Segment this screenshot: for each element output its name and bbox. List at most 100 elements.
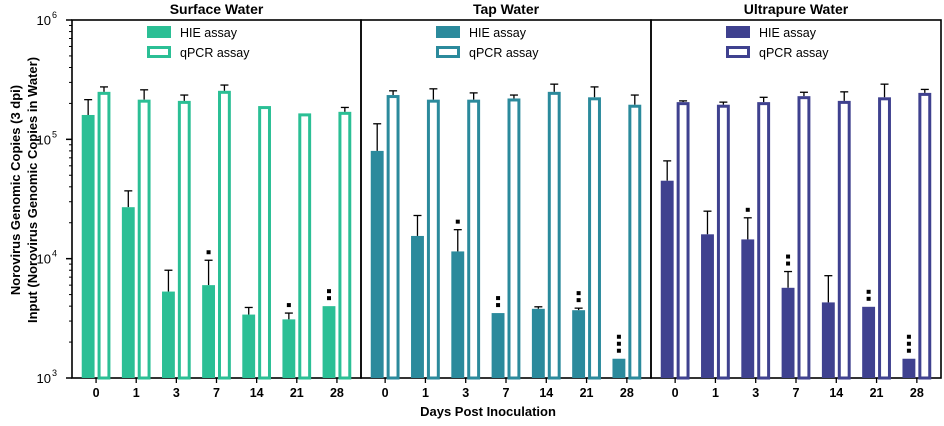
- significance-mark: [206, 250, 211, 255]
- significance-mark: [906, 341, 911, 346]
- bar-hie: [741, 239, 755, 378]
- panel-tap-water: Tap Water HIE assay qPCR assay: [360, 1, 652, 380]
- bar-qpcr: [918, 92, 932, 380]
- panel-title: Ultrapure Water: [744, 1, 849, 17]
- bar-qpcr: [676, 102, 690, 380]
- bar-hie: [862, 306, 876, 378]
- significance-mark: [455, 219, 460, 224]
- significance-mark: [576, 298, 581, 303]
- bar-qpcr: [467, 99, 481, 380]
- bar-qpcr: [757, 102, 771, 380]
- bar-hie: [370, 150, 384, 378]
- y-tick-exponent: 6: [52, 10, 57, 20]
- significance-mark: [616, 341, 621, 346]
- x-tick-label: 7: [503, 386, 510, 400]
- bar-hie: [781, 287, 795, 378]
- y-tick-exponent: 4: [52, 249, 57, 259]
- panel-frame: [71, 19, 362, 379]
- legend-label: HIE assay: [180, 26, 238, 40]
- y-axis-title-line1: Norovirus Genomic Copies (3 dpi): [8, 85, 23, 295]
- legend-label: qPCR assay: [759, 46, 829, 60]
- bar-hie: [660, 180, 674, 378]
- x-tick-label: 1: [422, 386, 429, 400]
- x-tick-label: 28: [330, 386, 344, 400]
- panel-ultrapure-water: Ultrapure Water HIE assay qPCR assay: [650, 1, 942, 380]
- y-tick-label: 10: [37, 13, 51, 28]
- legend-label: HIE assay: [469, 26, 527, 40]
- bar-hie: [282, 319, 296, 378]
- bar-hie: [411, 235, 424, 378]
- bar-hie: [701, 234, 714, 378]
- bar-hie: [451, 251, 465, 378]
- bar-hie: [242, 314, 256, 378]
- bar-hie: [572, 310, 586, 378]
- significance-mark: [616, 348, 621, 353]
- bar-hie: [162, 291, 175, 378]
- significance-mark: [576, 291, 581, 296]
- y-tick-exponent: 5: [52, 129, 57, 139]
- x-tick-label: 21: [870, 386, 884, 400]
- x-tick-label: 0: [672, 386, 679, 400]
- significance-mark: [496, 303, 501, 308]
- legend-swatch-hie: [726, 26, 750, 38]
- significance-mark: [745, 207, 750, 212]
- bar-qpcr: [507, 98, 521, 380]
- legend-label: qPCR assay: [180, 46, 250, 60]
- bar-qpcr: [97, 91, 111, 380]
- bar-qpcr: [716, 104, 730, 380]
- y-tick-label: 10: [37, 252, 51, 267]
- x-tick-label: 14: [250, 386, 264, 400]
- panel-title: Surface Water: [170, 1, 264, 17]
- legend-swatch-qpcr: [726, 46, 750, 58]
- x-tick-label: 3: [173, 386, 180, 400]
- x-tick-label: 1: [712, 386, 719, 400]
- bar-qpcr: [258, 106, 271, 380]
- bar-qpcr: [628, 104, 642, 380]
- legend-label: HIE assay: [759, 26, 817, 40]
- significance-mark: [906, 348, 911, 353]
- bar-qpcr: [338, 111, 352, 380]
- x-tick-label: 0: [93, 386, 100, 400]
- bar-hie: [81, 114, 95, 379]
- significance-mark: [786, 261, 791, 266]
- x-tick-label: 28: [620, 386, 634, 400]
- bar-qpcr: [137, 99, 151, 380]
- bar-hie: [821, 302, 835, 378]
- significance-mark: [866, 296, 871, 301]
- x-tick-label: 21: [290, 386, 304, 400]
- bar-hie: [322, 306, 336, 378]
- significance-mark: [496, 296, 501, 301]
- x-tick-label: 1: [133, 386, 140, 400]
- significance-mark: [327, 296, 332, 301]
- y-axis-title: Norovirus Genomic Copies (3 dpi) Input (…: [8, 57, 40, 323]
- x-tick-label: 28: [910, 386, 924, 400]
- significance-mark: [906, 334, 911, 339]
- legend-swatch-hie: [436, 26, 460, 38]
- significance-mark: [786, 254, 791, 259]
- significance-mark: [616, 334, 621, 339]
- x-tick-label: 7: [793, 386, 800, 400]
- bar-qpcr: [218, 90, 231, 380]
- bar-qpcr: [797, 96, 811, 380]
- panel-frame: [360, 19, 652, 379]
- x-tick-label: 3: [752, 386, 759, 400]
- y-axis-title-line2: Input (Norovirus Genomic Copies in Water…: [25, 57, 40, 323]
- x-tick-label: 14: [829, 386, 843, 400]
- bar-hie: [491, 313, 505, 378]
- bar-hie: [902, 358, 916, 378]
- bar-hie: [531, 308, 545, 378]
- legend-swatch-hie: [147, 26, 171, 38]
- y-tick-exponent: 3: [52, 368, 57, 378]
- legend-swatch-qpcr: [147, 46, 171, 58]
- bar-hie: [121, 207, 135, 378]
- legend-swatch-qpcr: [436, 46, 460, 58]
- significance-mark: [327, 289, 332, 294]
- significance-mark: [286, 303, 291, 308]
- legend-label: qPCR assay: [469, 46, 539, 60]
- bar-qpcr: [878, 97, 891, 380]
- x-axis-title: Days Post Inoculation: [420, 404, 556, 419]
- panel-surface-water: Surface Water HIE assay qPCR assay: [71, 1, 362, 380]
